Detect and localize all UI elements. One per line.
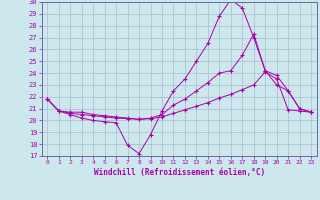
X-axis label: Windchill (Refroidissement éolien,°C): Windchill (Refroidissement éolien,°C) — [94, 168, 265, 177]
